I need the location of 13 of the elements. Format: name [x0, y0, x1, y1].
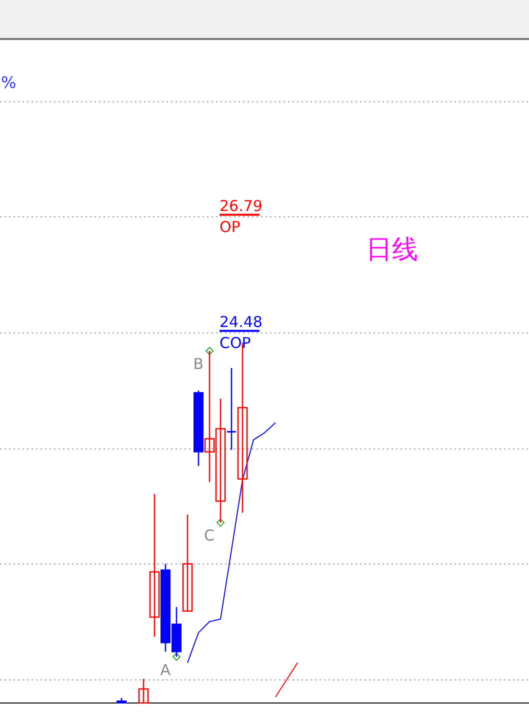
candlestick — [226, 367, 237, 451]
annotation: OP — [220, 218, 240, 236]
data-label: A — [160, 660, 172, 679]
ref-line-label: 24.48 — [220, 312, 262, 331]
ref-line-label: 26.79 — [220, 196, 262, 215]
annotation: 日线 — [366, 235, 418, 265]
annotation: COP — [220, 334, 251, 352]
candlestick — [149, 493, 160, 638]
data-label: B — [193, 354, 204, 373]
candlestick — [138, 678, 149, 704]
annotation: % — [1, 73, 16, 92]
candlestick — [182, 514, 193, 612]
data-label: C — [204, 526, 214, 545]
